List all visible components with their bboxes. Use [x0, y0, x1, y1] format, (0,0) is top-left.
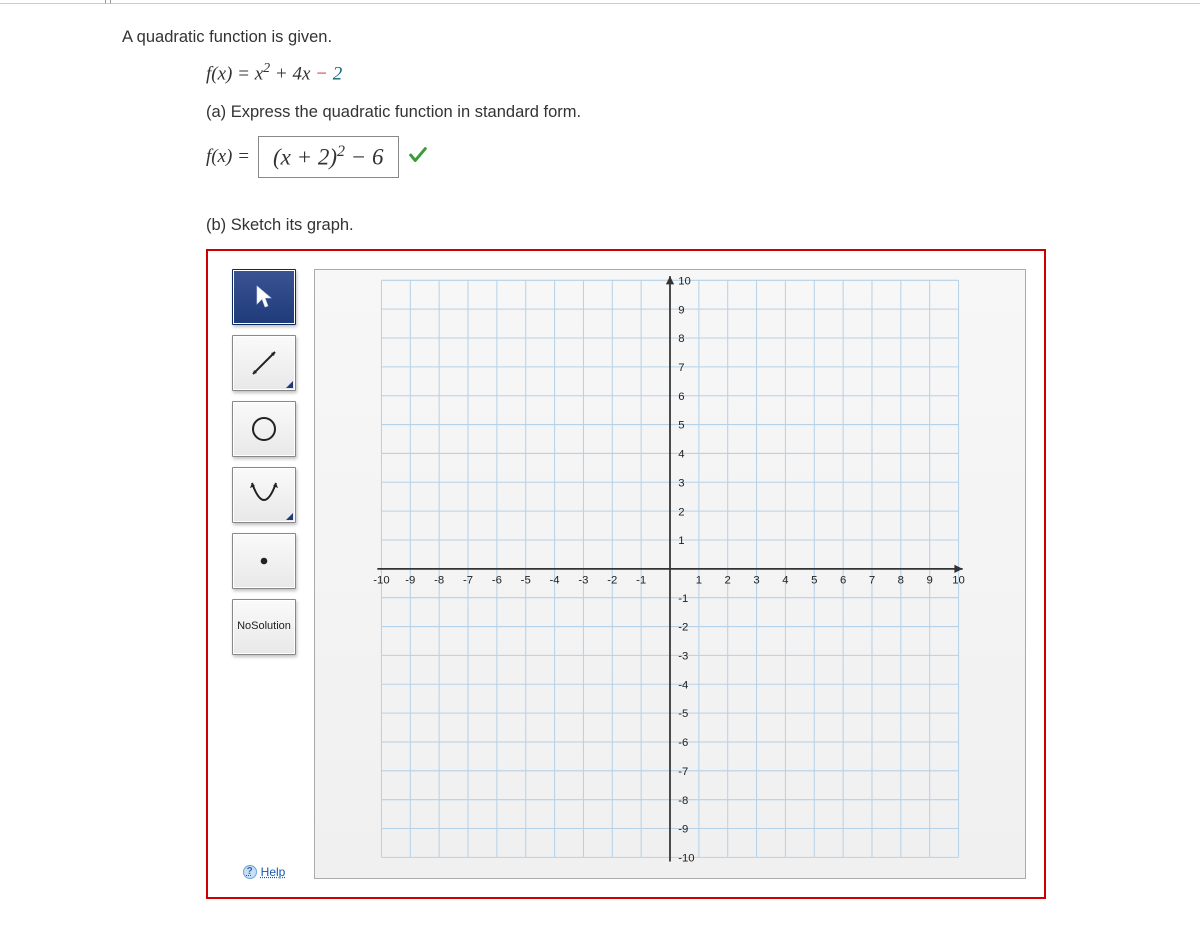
svg-text:4: 4 [678, 449, 684, 461]
question-title: A quadratic function is given. [122, 28, 1200, 47]
svg-text:2: 2 [678, 506, 684, 518]
help-link[interactable]: ? Help [243, 865, 286, 879]
tool-line[interactable] [232, 335, 296, 391]
svg-text:-5: -5 [521, 574, 531, 586]
svg-text:8: 8 [678, 333, 684, 345]
svg-text:-10: -10 [373, 574, 389, 586]
svg-text:-5: -5 [678, 708, 688, 720]
svg-text:9: 9 [927, 574, 933, 586]
svg-text:-2: -2 [678, 622, 688, 634]
eq-lhs: f(x) = [206, 63, 255, 84]
svg-text:-8: -8 [434, 574, 444, 586]
help-icon: ? [243, 865, 257, 879]
tool-parabola[interactable] [232, 467, 296, 523]
svg-text:-9: -9 [678, 824, 688, 836]
checkmark-icon [407, 144, 429, 170]
svg-text:3: 3 [753, 574, 759, 586]
svg-text:-9: -9 [405, 574, 415, 586]
svg-text:-4: -4 [550, 574, 560, 586]
tool-circle[interactable] [232, 401, 296, 457]
svg-text:-8: -8 [678, 795, 688, 807]
svg-text:-6: -6 [678, 737, 688, 749]
svg-text:1: 1 [678, 535, 684, 547]
svg-text:7: 7 [678, 362, 684, 374]
tool-pointer[interactable] [232, 269, 296, 325]
eq-linear: + 4x [270, 63, 315, 84]
graph-panel: No Solution ? Help -10-9-8-7-6-5-4-3-2-1… [206, 249, 1046, 899]
svg-text:2: 2 [725, 574, 731, 586]
svg-text:7: 7 [869, 574, 875, 586]
svg-text:-3: -3 [678, 651, 688, 663]
tool-point[interactable] [232, 533, 296, 589]
svg-text:1: 1 [696, 574, 702, 586]
graph-toolbar: No Solution ? Help [226, 269, 302, 879]
part-a-prefix: f(x) = [206, 146, 250, 168]
svg-text:4: 4 [782, 574, 788, 586]
part-a-answer-input[interactable]: (x + 2)2 − 6 [258, 136, 399, 178]
svg-text:-10: -10 [678, 852, 694, 864]
svg-text:-6: -6 [492, 574, 502, 586]
svg-text:-7: -7 [463, 574, 473, 586]
svg-text:-7: -7 [678, 766, 688, 778]
svg-text:8: 8 [898, 574, 904, 586]
tool-no-solution[interactable]: No Solution [232, 599, 296, 655]
svg-text:3: 3 [678, 477, 684, 489]
eq-constant: 2 [328, 63, 342, 84]
part-a-label: (a) Express the quadratic function in st… [206, 103, 1200, 122]
svg-text:-2: -2 [607, 574, 617, 586]
svg-text:-4: -4 [678, 679, 688, 691]
given-equation: f(x) = x2 + 4x − 2 [206, 61, 1200, 85]
svg-text:-3: -3 [578, 574, 588, 586]
svg-text:6: 6 [840, 574, 846, 586]
svg-text:5: 5 [678, 420, 684, 432]
svg-text:-1: -1 [636, 574, 646, 586]
svg-text:-1: -1 [678, 593, 688, 605]
svg-text:5: 5 [811, 574, 817, 586]
eq-minus: − [315, 63, 328, 84]
svg-text:9: 9 [678, 304, 684, 316]
svg-text:10: 10 [952, 574, 965, 586]
part-b-label: (b) Sketch its graph. [206, 216, 1200, 235]
eq-var: x [255, 63, 263, 84]
svg-text:6: 6 [678, 391, 684, 403]
svg-text:10: 10 [678, 275, 691, 287]
graph-canvas[interactable]: -10 -9 -8 -7 -6 -5 -4 -3 -2 -1 1 2 3 4 5 6 7 8 9 10 10 9 8 7 6 5 4… [314, 269, 1026, 879]
